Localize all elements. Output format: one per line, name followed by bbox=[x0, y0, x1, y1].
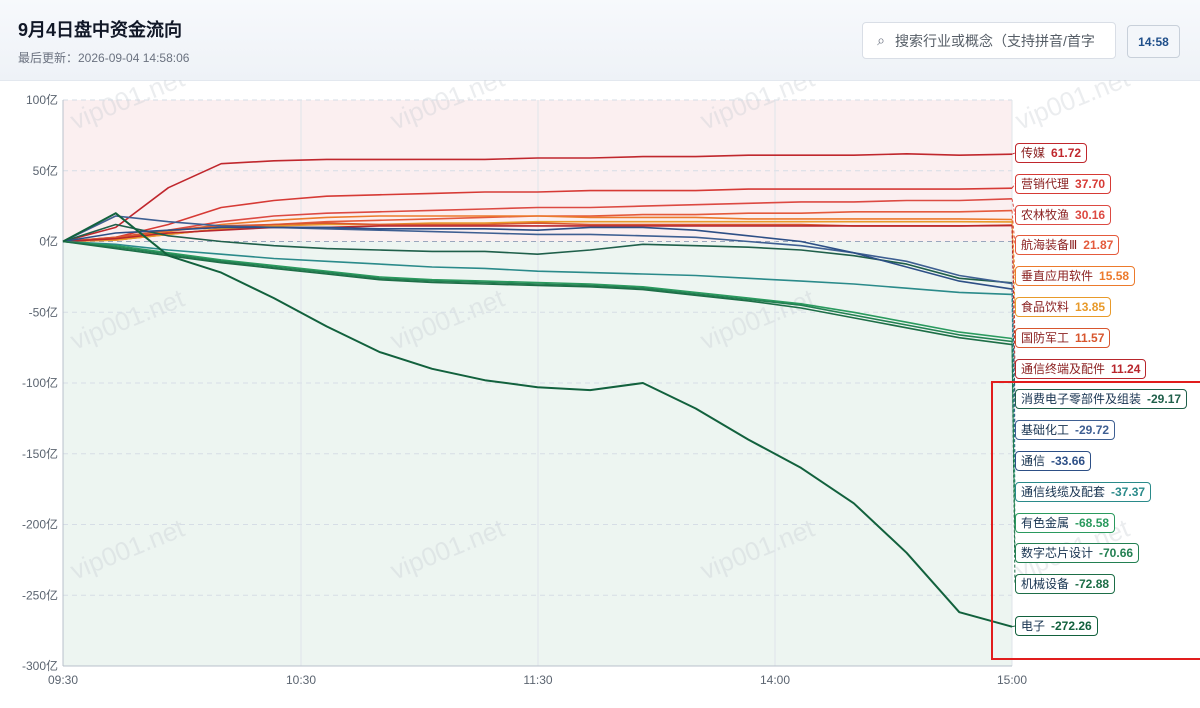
y-tick-label: 100亿 bbox=[26, 92, 58, 107]
series-label-value: -72.88 bbox=[1075, 577, 1110, 592]
label-leader-line bbox=[1011, 225, 1016, 369]
x-tick-label: 09:30 bbox=[48, 673, 78, 687]
series-label: 通信线缆及配套 -37.37 bbox=[1015, 481, 1152, 502]
series-label: 农林牧渔 30.16 bbox=[1015, 204, 1112, 225]
money-flow-chart: vip001.net vip001.net vip001.net vip001.net… bbox=[22, 80, 1134, 687]
last-updated-text: 最后更新：2026-09-04 14:58:06 bbox=[18, 51, 190, 65]
label-leader-line bbox=[1011, 219, 1016, 277]
series-label-value: 11.57 bbox=[1075, 330, 1105, 345]
x-tick-label: 14:00 bbox=[760, 673, 790, 687]
y-tick-label: 0亿 bbox=[39, 234, 58, 249]
label-leader-line bbox=[1011, 210, 1016, 246]
x-tick-label: 15:00 bbox=[997, 673, 1027, 687]
series-label-name: 有色金属 bbox=[1021, 515, 1070, 530]
label-leader-line bbox=[1011, 152, 1016, 155]
series-label: 通信终端及配件 11.24 bbox=[1015, 358, 1147, 379]
series-label-name: 垂直应用软件 bbox=[1021, 269, 1094, 284]
series-line bbox=[62, 224, 1013, 243]
series-line bbox=[62, 240, 1013, 340]
series-label-name: 国防军工 bbox=[1021, 330, 1070, 345]
series-label-value: -33.66 bbox=[1051, 454, 1086, 468]
series-label: 航海装备Ⅲ 21.87 bbox=[1015, 235, 1120, 256]
series-label-name: 电子 bbox=[1021, 619, 1046, 633]
header: 9月4日盘中资金流向 最后更新：2026-09-04 14:58:06 ⌕ 14… bbox=[0, 0, 1200, 81]
highlight-frame bbox=[991, 381, 1200, 660]
series-label-name: 通信 bbox=[1021, 454, 1046, 468]
y-tick-label: -150亿 bbox=[22, 446, 58, 461]
y-tick-label: -100亿 bbox=[22, 375, 58, 390]
series-line bbox=[62, 153, 1013, 243]
series-label-value: 11.24 bbox=[1111, 361, 1141, 376]
series-label-value: -70.66 bbox=[1099, 546, 1134, 561]
series-line bbox=[62, 215, 1013, 243]
series-label-value: -29.17 bbox=[1147, 392, 1182, 407]
series-line bbox=[62, 226, 1013, 290]
series-label-value: 15.58 bbox=[1099, 269, 1130, 284]
series-label: 有色金属 -68.58 bbox=[1015, 512, 1116, 533]
series-label: 食品饮料 13.85 bbox=[1015, 297, 1112, 317]
series-label: 国防军工 11.57 bbox=[1015, 327, 1111, 348]
series-label-name: 航海装备Ⅲ bbox=[1021, 238, 1078, 253]
time-button[interactable]: 14:58 bbox=[1127, 25, 1180, 58]
y-tick-label: -50亿 bbox=[29, 304, 58, 319]
series-line bbox=[62, 212, 1013, 628]
y-tick-label: -200亿 bbox=[22, 517, 58, 532]
series-label-name: 机械设备 bbox=[1021, 577, 1070, 592]
label-leader-line bbox=[1011, 294, 1016, 492]
label-leader-line bbox=[1011, 282, 1016, 400]
search-input[interactable] bbox=[893, 32, 1097, 49]
series-line bbox=[62, 187, 1013, 243]
series-label-name: 通信终端及配件 bbox=[1021, 361, 1106, 376]
series-label-name: 营销代理 bbox=[1021, 176, 1070, 191]
series-line bbox=[62, 240, 1013, 296]
series-label-name: 食品饮料 bbox=[1021, 300, 1070, 314]
series-label-name: 农林牧渔 bbox=[1021, 207, 1070, 222]
page-title: 9月4日盘中资金流向 bbox=[18, 20, 183, 40]
label-leader-line bbox=[1011, 221, 1016, 308]
series-label-name: 通信线缆及配套 bbox=[1021, 484, 1106, 499]
watermark-text: vip001.net bbox=[1011, 80, 1134, 136]
series-label-name: 数字芯片设计 bbox=[1021, 546, 1094, 561]
series-label: 数字芯片设计 -70.66 bbox=[1015, 543, 1140, 564]
search-box[interactable]: ⌕ bbox=[862, 22, 1116, 59]
series-label-value: 61.72 bbox=[1051, 146, 1082, 160]
search-icon: ⌕ bbox=[877, 32, 885, 48]
label-leader-line bbox=[1011, 625, 1016, 628]
y-tick-label: -250亿 bbox=[22, 587, 58, 602]
x-tick-label: 11:30 bbox=[523, 673, 552, 687]
series-line bbox=[62, 220, 1013, 243]
series-label: 垂直应用软件 15.58 bbox=[1015, 266, 1136, 287]
series-line bbox=[62, 198, 1013, 243]
x-tick-label: 10:30 bbox=[286, 673, 316, 687]
series-label: 通信 -33.66 bbox=[1015, 451, 1092, 471]
series-label: 营销代理 37.70 bbox=[1015, 173, 1112, 194]
label-leader-line bbox=[1011, 198, 1016, 215]
series-line bbox=[62, 240, 1013, 346]
series-label: 基础化工 -29.72 bbox=[1015, 420, 1116, 441]
y-tick-label: -300亿 bbox=[22, 658, 58, 673]
series-line bbox=[62, 223, 1013, 284]
series-label-name: 传媒 bbox=[1021, 146, 1046, 160]
y-tick-label: 50亿 bbox=[33, 163, 58, 178]
series-label-value: 30.16 bbox=[1075, 207, 1106, 222]
series-label: 传媒 61.72 bbox=[1015, 143, 1088, 163]
series-label-name: 消费电子零部件及组装 bbox=[1021, 392, 1142, 407]
series-label-value: 37.70 bbox=[1075, 176, 1106, 191]
series-label-name: 基础化工 bbox=[1021, 423, 1070, 438]
series-label-value: -68.58 bbox=[1075, 515, 1110, 530]
series-label-value: 21.87 bbox=[1083, 238, 1114, 253]
series-label-value: 13.85 bbox=[1075, 300, 1106, 314]
series-label-value: -29.72 bbox=[1075, 423, 1110, 438]
series-label-value: -272.26 bbox=[1051, 619, 1092, 633]
series-label: 消费电子零部件及组装 -29.17 bbox=[1015, 389, 1188, 410]
series-label-value: -37.37 bbox=[1111, 484, 1146, 499]
series-line bbox=[62, 240, 1013, 343]
label-leader-line bbox=[1011, 183, 1016, 189]
series-label: 电子 -272.26 bbox=[1015, 616, 1098, 636]
series-label: 机械设备 -72.88 bbox=[1015, 574, 1116, 595]
